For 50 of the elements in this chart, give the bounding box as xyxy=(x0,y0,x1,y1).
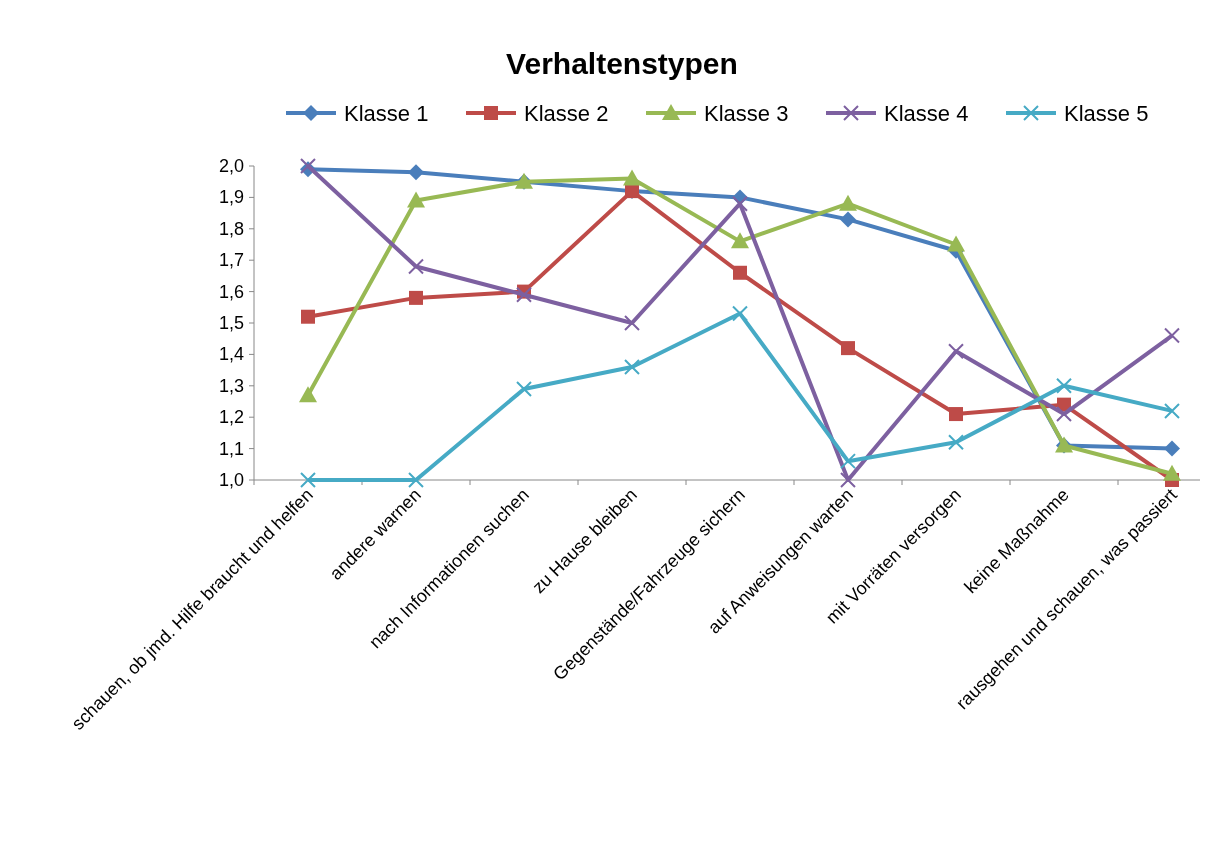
legend-label: Klasse 5 xyxy=(1064,101,1149,126)
point xyxy=(949,407,963,422)
y-tick-label: 1,9 xyxy=(218,187,244,208)
y-tick-label: 1,0 xyxy=(218,470,244,490)
y-tick-label: 1,1 xyxy=(218,438,244,459)
point xyxy=(841,341,855,356)
point xyxy=(301,309,315,324)
y-tick-label: 1,5 xyxy=(218,313,244,333)
point xyxy=(624,315,640,331)
point xyxy=(1163,464,1181,481)
point xyxy=(840,472,856,488)
y-tick-label: 1,8 xyxy=(218,218,244,239)
point xyxy=(1056,377,1072,394)
point xyxy=(948,434,964,451)
y-tick-label: 1,3 xyxy=(218,375,244,396)
point xyxy=(300,472,316,488)
point xyxy=(733,265,747,280)
chart-title: Verhaltenstypen xyxy=(506,47,738,80)
point xyxy=(408,258,424,275)
legend-label: Klasse 2 xyxy=(524,101,609,126)
point xyxy=(409,290,423,305)
point xyxy=(1056,406,1072,423)
point xyxy=(408,472,424,488)
point xyxy=(408,164,424,181)
y-tick-label: 1,6 xyxy=(218,281,244,302)
point xyxy=(407,191,425,208)
legend-label: Klasse 4 xyxy=(884,101,969,126)
point xyxy=(300,158,316,174)
point xyxy=(1164,402,1180,419)
y-tick-label: 1,4 xyxy=(218,344,244,365)
point xyxy=(840,453,856,470)
point xyxy=(299,386,317,403)
point xyxy=(732,305,748,322)
point xyxy=(516,380,532,397)
y-tick-label: 1,2 xyxy=(218,407,244,428)
legend-label: Klasse 1 xyxy=(344,101,429,126)
point xyxy=(948,343,964,360)
point xyxy=(947,235,965,252)
point xyxy=(516,286,532,303)
legend-label: Klasse 3 xyxy=(704,101,789,126)
point xyxy=(840,211,856,228)
point xyxy=(623,169,641,186)
point xyxy=(732,195,748,212)
y-tick-label: 2,0 xyxy=(218,156,244,176)
point xyxy=(1164,440,1180,457)
y-tick-label: 1,7 xyxy=(218,250,244,271)
point xyxy=(731,232,749,249)
point xyxy=(624,358,640,375)
point xyxy=(839,194,857,211)
point xyxy=(1164,327,1180,344)
